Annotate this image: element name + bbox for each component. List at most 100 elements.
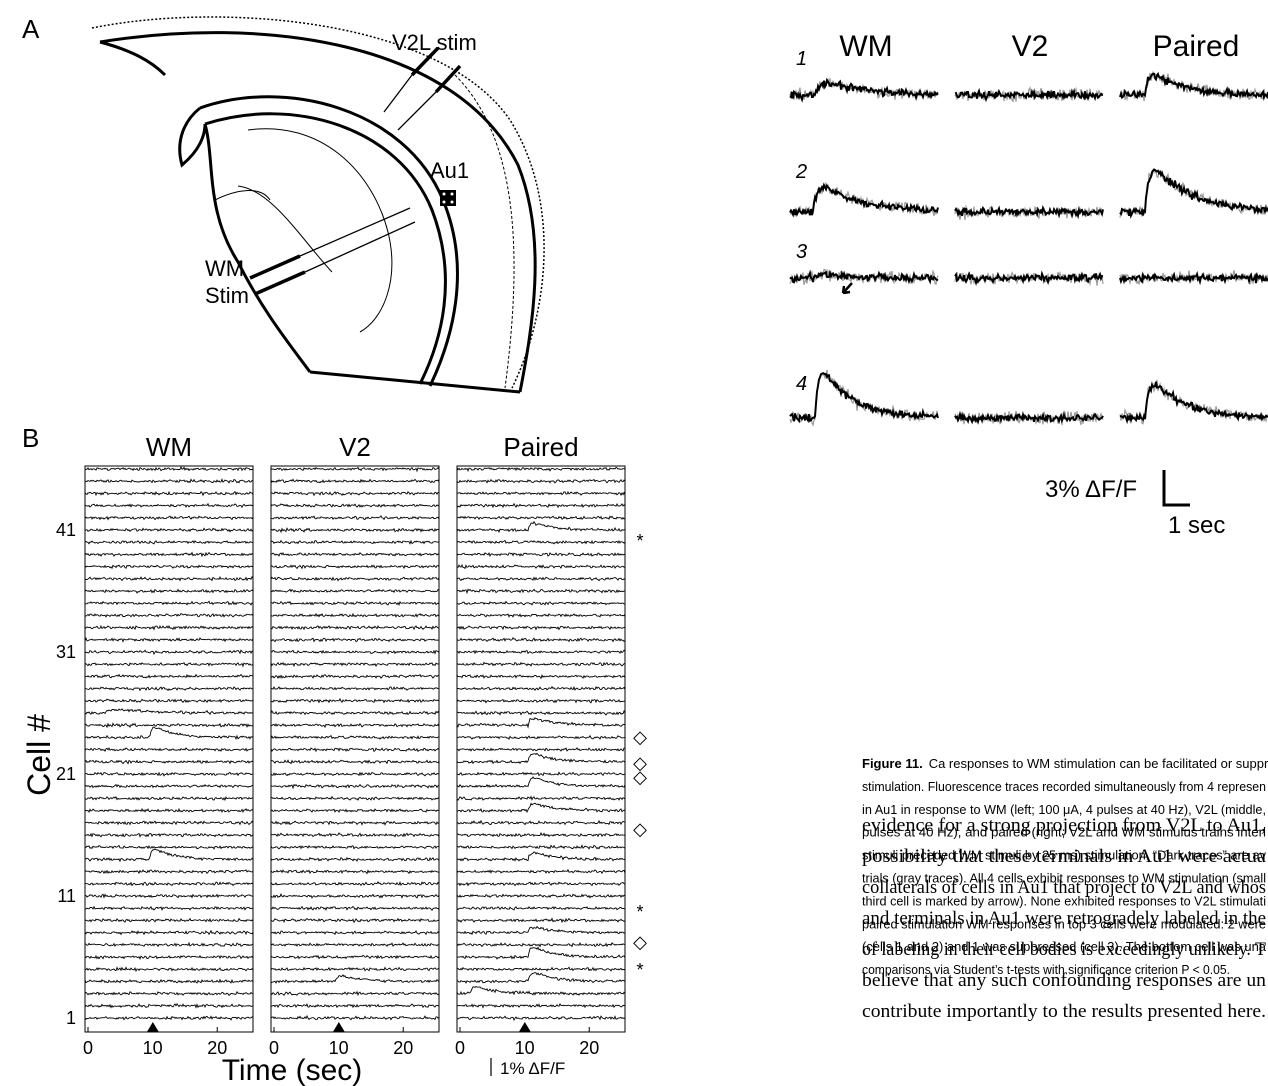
significance-marker: ◇	[633, 932, 647, 952]
trace	[955, 414, 1103, 421]
scale-bar	[1164, 470, 1190, 505]
trace	[85, 882, 253, 885]
trace	[85, 528, 253, 531]
body-text: evidence for a strong projection from V2…	[862, 815, 1267, 1022]
trace	[457, 516, 625, 519]
trace	[457, 748, 625, 751]
trace	[85, 577, 253, 581]
y-axis-label: Cell #	[21, 714, 57, 796]
electrode	[255, 272, 305, 294]
trace	[457, 492, 625, 495]
trace	[457, 797, 625, 801]
annotation: Au1	[430, 158, 469, 183]
trace	[271, 968, 439, 971]
column-header: WM	[146, 432, 192, 462]
trace	[85, 834, 253, 837]
trace	[85, 492, 253, 496]
slice-outline	[100, 33, 535, 392]
trace	[457, 845, 625, 848]
trace	[271, 675, 439, 678]
trace	[271, 565, 439, 568]
trace	[85, 601, 253, 605]
body-line: and terminals in Au1 were retrogradely l…	[862, 908, 1266, 929]
trace	[85, 1004, 253, 1008]
trace	[85, 785, 253, 788]
slice-outline	[180, 108, 205, 165]
trace	[457, 833, 625, 837]
slice-outline	[205, 124, 310, 372]
trace	[271, 919, 439, 923]
annotation: Stim	[205, 283, 249, 308]
trace	[271, 504, 439, 507]
trace	[457, 467, 625, 470]
trace	[1120, 74, 1268, 98]
trace	[790, 373, 938, 421]
trace	[85, 870, 253, 873]
trace	[457, 650, 625, 653]
trace	[457, 577, 625, 580]
trace	[457, 943, 625, 947]
trace	[271, 797, 439, 800]
trace	[271, 955, 439, 958]
page-body: A V2L stim Au1 WM Stim B Cell # Time (se…	[0, 0, 1268, 1086]
trace	[271, 760, 439, 763]
significance-marker: *	[636, 531, 643, 551]
trace	[457, 522, 625, 532]
x-tick-label: 0	[269, 1038, 279, 1058]
trace	[1120, 380, 1268, 424]
trace	[85, 541, 253, 544]
slice-drawing	[92, 17, 544, 392]
trace	[85, 894, 253, 897]
trace	[457, 614, 625, 617]
trace	[457, 821, 625, 825]
trace	[271, 894, 439, 898]
significance-marker: ◇	[633, 727, 647, 747]
column-header: WM	[839, 30, 892, 63]
trace	[85, 553, 253, 557]
x-tick-label: 20	[207, 1038, 227, 1058]
trace	[85, 614, 253, 617]
trace	[457, 1016, 625, 1020]
trace	[457, 663, 625, 666]
trace	[271, 516, 439, 520]
body-line: possibility that these terminals in Au1 …	[862, 846, 1267, 867]
x-tick-label: 10	[515, 1038, 535, 1058]
trace	[271, 650, 439, 653]
trace	[271, 699, 439, 703]
trace	[271, 589, 439, 592]
trace	[85, 709, 253, 714]
scale-bar-label: 1 sec	[1168, 512, 1225, 539]
trace	[457, 772, 625, 775]
trace	[85, 797, 253, 800]
panel-frame	[85, 466, 253, 1032]
trace	[85, 943, 253, 946]
trace	[271, 748, 439, 751]
white-matter	[205, 114, 445, 384]
trace	[457, 870, 625, 873]
trace	[271, 846, 439, 849]
body-line: believe that any such confounding respon…	[862, 970, 1267, 991]
trace	[457, 504, 625, 508]
trace	[271, 614, 439, 617]
trace	[271, 858, 439, 861]
trace	[271, 492, 439, 495]
trace	[85, 919, 253, 923]
trace	[271, 1016, 439, 1020]
trace	[271, 1004, 439, 1007]
panel-label: B	[22, 423, 39, 453]
electrode	[384, 75, 412, 112]
trace	[271, 943, 439, 946]
trace	[790, 185, 938, 215]
slice-outline	[310, 372, 520, 392]
trace	[85, 663, 253, 667]
column-header: V2	[1012, 30, 1049, 63]
x-tick-label: 10	[329, 1038, 349, 1058]
annotation: WM	[205, 256, 244, 281]
trace	[85, 846, 253, 849]
trace	[457, 973, 625, 983]
trace	[85, 772, 253, 775]
trace	[457, 711, 625, 715]
column-header: Paired	[1153, 30, 1240, 63]
x-tick-label: 10	[143, 1038, 163, 1058]
trace	[271, 907, 439, 911]
